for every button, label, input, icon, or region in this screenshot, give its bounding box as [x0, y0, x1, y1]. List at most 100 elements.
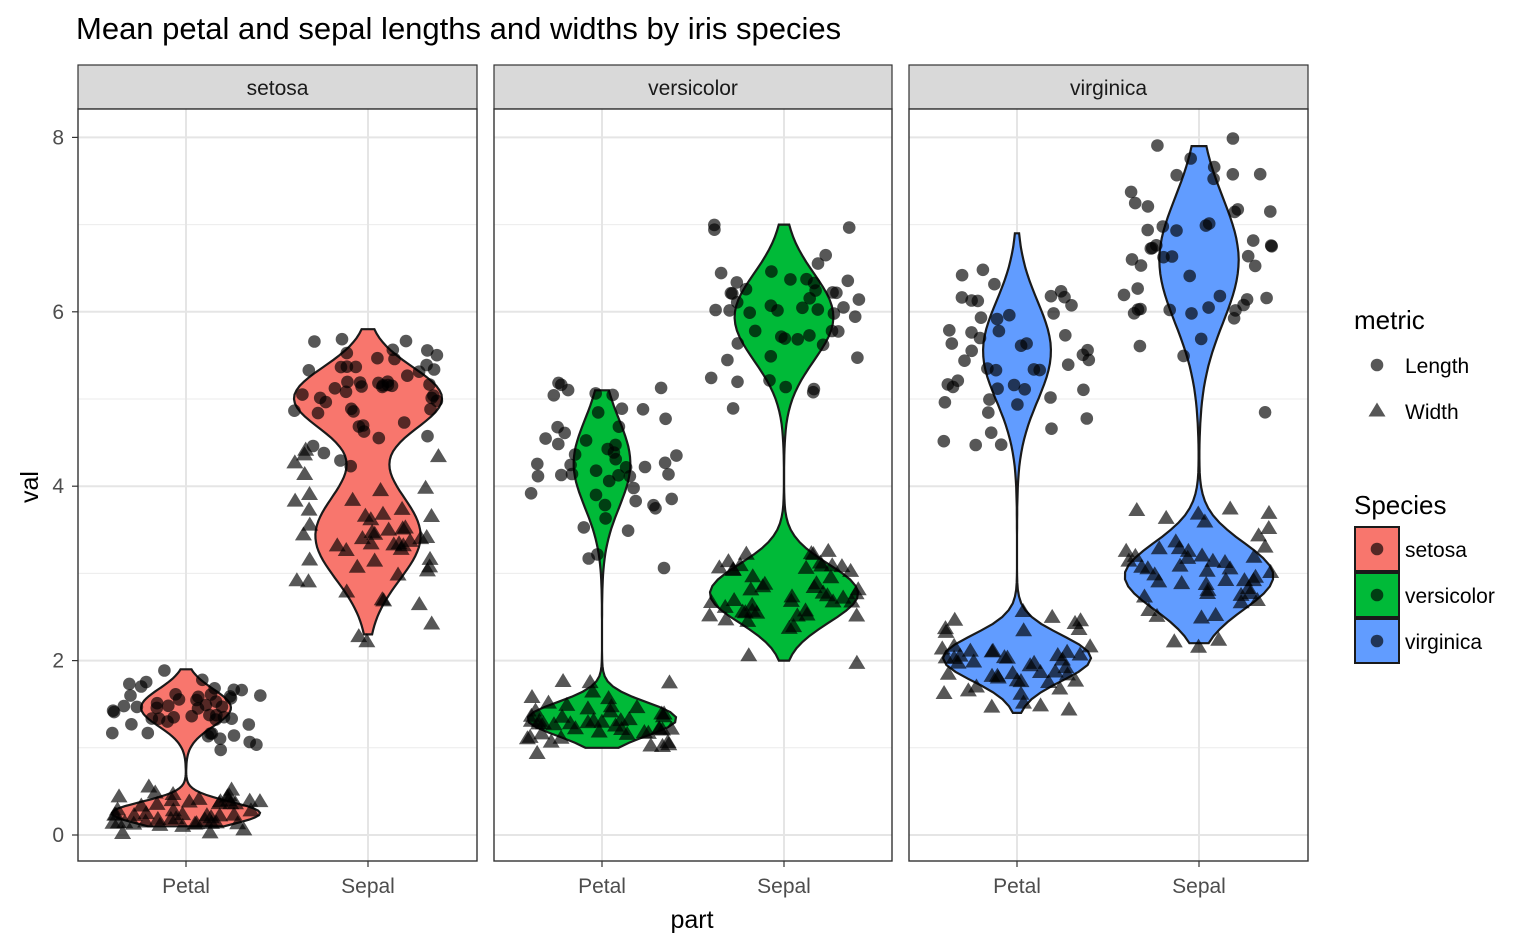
point-length — [602, 474, 616, 488]
point-length — [124, 689, 137, 702]
species-legend-label: virginica — [1405, 631, 1482, 654]
point-length — [341, 375, 354, 389]
point-width — [724, 561, 742, 576]
point-length — [627, 481, 640, 495]
point-length — [1044, 289, 1058, 303]
point-length — [730, 276, 744, 289]
point-length — [1226, 132, 1240, 145]
point-length — [1258, 406, 1272, 419]
point-length — [969, 438, 982, 452]
chart-title: Mean petal and sepal lengths and widths … — [76, 11, 841, 46]
point-width — [554, 673, 572, 688]
y-tick-label: 4 — [52, 475, 64, 498]
point-width — [350, 628, 368, 643]
point-length — [1260, 291, 1273, 305]
point-width — [814, 584, 832, 599]
point-length — [1059, 329, 1072, 342]
point-length — [739, 282, 753, 296]
point-length — [1061, 358, 1075, 372]
x-axis-title: part — [670, 906, 713, 934]
y-tick-label: 6 — [52, 301, 64, 324]
point-width — [782, 592, 800, 607]
x-tick-label: Petal — [993, 875, 1041, 898]
point-width — [1250, 527, 1268, 542]
point-length — [150, 701, 164, 715]
point-length — [826, 286, 839, 299]
point-width — [1196, 513, 1214, 528]
point-width — [1014, 602, 1032, 617]
species-legend-label: versicolor — [1405, 585, 1495, 608]
point-length — [204, 688, 218, 701]
point-width — [983, 698, 1001, 713]
point-width — [366, 552, 384, 567]
point-width — [125, 806, 143, 821]
point-width — [1167, 533, 1185, 548]
point-length — [1185, 307, 1198, 320]
point-length — [598, 498, 612, 512]
point-length — [288, 404, 301, 418]
point-length — [1207, 172, 1220, 186]
point-width — [703, 593, 721, 609]
point-length — [1213, 289, 1227, 303]
point-width — [602, 698, 620, 713]
x-tick-label: Petal — [162, 875, 210, 898]
point-length — [1082, 353, 1096, 367]
point-length — [577, 521, 591, 534]
point-length — [1141, 200, 1155, 213]
point-length — [938, 396, 952, 409]
point-width — [1058, 643, 1076, 658]
point-width — [421, 550, 439, 565]
point-length — [708, 218, 721, 232]
point-length — [1117, 288, 1131, 302]
point-width — [949, 654, 967, 669]
point-width — [211, 807, 229, 822]
point-width — [593, 713, 611, 728]
point-width — [110, 788, 128, 803]
point-width — [642, 737, 660, 752]
point-length — [539, 432, 552, 445]
point-length — [1246, 234, 1260, 247]
point-length — [531, 457, 544, 471]
point-width — [1148, 607, 1166, 622]
point-width — [1232, 594, 1250, 609]
point-length — [1231, 203, 1245, 216]
point-width — [581, 674, 599, 689]
point-width — [107, 806, 125, 821]
point-length — [328, 382, 342, 395]
point-length — [612, 420, 626, 434]
point-length — [1018, 383, 1031, 396]
point-length — [565, 467, 579, 481]
point-length — [958, 354, 971, 368]
point-length — [976, 263, 990, 277]
point-length — [421, 429, 434, 443]
point-length — [606, 388, 619, 402]
point-width — [584, 683, 602, 698]
point-length — [811, 303, 825, 316]
point-length — [1248, 259, 1262, 273]
point-length — [615, 402, 629, 416]
point-width — [995, 649, 1013, 664]
point-length — [984, 426, 998, 440]
point-length — [1003, 308, 1016, 322]
point-width — [1198, 562, 1216, 577]
point-length — [764, 350, 778, 363]
point-length — [659, 412, 672, 426]
point-length — [1027, 363, 1041, 376]
point-length — [731, 337, 745, 350]
point-width — [294, 526, 312, 541]
point-length — [721, 353, 734, 367]
point-length — [1241, 249, 1255, 263]
point-length — [139, 675, 153, 689]
point-length — [1156, 220, 1170, 233]
violin-versicolor-sepal — [708, 223, 860, 662]
point-length — [547, 389, 561, 402]
point-width — [301, 551, 319, 566]
point-width — [1128, 501, 1146, 516]
point-width — [380, 521, 398, 536]
point-length — [1202, 217, 1216, 230]
point-width — [104, 814, 122, 829]
point-width — [337, 542, 355, 557]
point-length — [965, 344, 978, 358]
point-width — [847, 585, 865, 600]
point-length — [1226, 168, 1240, 181]
